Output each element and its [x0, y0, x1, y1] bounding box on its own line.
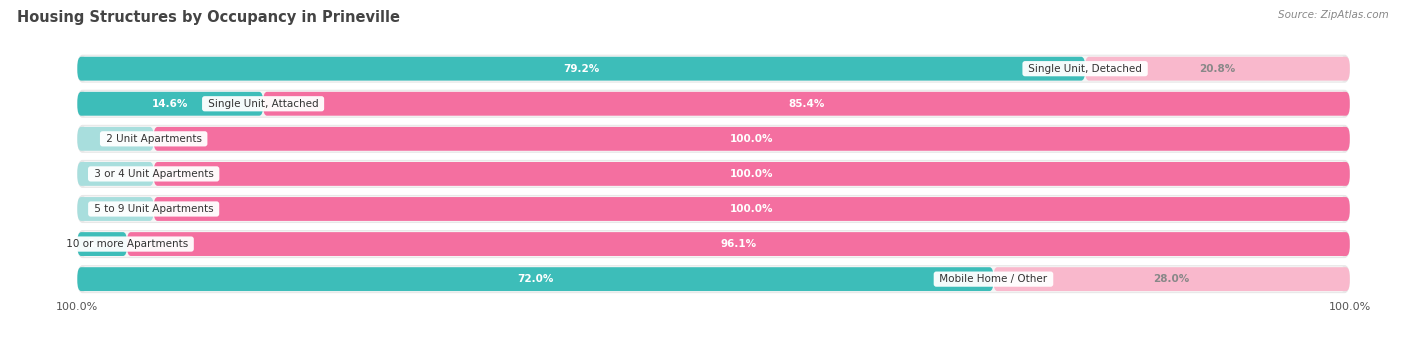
- FancyBboxPatch shape: [263, 92, 1350, 116]
- Text: 0.0%: 0.0%: [117, 134, 143, 144]
- FancyBboxPatch shape: [82, 91, 1346, 117]
- FancyBboxPatch shape: [82, 161, 1346, 187]
- FancyBboxPatch shape: [77, 127, 153, 151]
- FancyBboxPatch shape: [994, 267, 1350, 291]
- Text: 0.0%: 0.0%: [117, 169, 143, 179]
- FancyBboxPatch shape: [77, 90, 1350, 118]
- FancyBboxPatch shape: [77, 55, 1350, 83]
- FancyBboxPatch shape: [82, 56, 1346, 81]
- Text: 100.0%: 100.0%: [730, 134, 773, 144]
- Text: 85.4%: 85.4%: [789, 99, 825, 109]
- FancyBboxPatch shape: [1085, 57, 1350, 80]
- Text: Single Unit, Detached: Single Unit, Detached: [1025, 64, 1144, 74]
- FancyBboxPatch shape: [77, 265, 1350, 293]
- Text: 5 to 9 Unit Apartments: 5 to 9 Unit Apartments: [91, 204, 217, 214]
- Text: Single Unit, Attached: Single Unit, Attached: [205, 99, 322, 109]
- FancyBboxPatch shape: [77, 195, 1350, 223]
- Text: 3 or 4 Unit Apartments: 3 or 4 Unit Apartments: [90, 169, 217, 179]
- Text: 14.6%: 14.6%: [152, 99, 188, 109]
- FancyBboxPatch shape: [82, 196, 1346, 222]
- Text: 100.0%: 100.0%: [730, 204, 773, 214]
- FancyBboxPatch shape: [153, 127, 1350, 151]
- FancyBboxPatch shape: [77, 160, 1350, 188]
- Text: 3.9%: 3.9%: [87, 239, 117, 249]
- FancyBboxPatch shape: [77, 230, 1350, 258]
- Text: Source: ZipAtlas.com: Source: ZipAtlas.com: [1278, 10, 1389, 20]
- FancyBboxPatch shape: [153, 197, 1350, 221]
- Text: 96.1%: 96.1%: [720, 239, 756, 249]
- Text: 79.2%: 79.2%: [562, 64, 599, 74]
- Text: 72.0%: 72.0%: [517, 274, 554, 284]
- Text: 20.8%: 20.8%: [1199, 64, 1236, 74]
- Text: Mobile Home / Other: Mobile Home / Other: [936, 274, 1050, 284]
- FancyBboxPatch shape: [82, 266, 1346, 292]
- FancyBboxPatch shape: [77, 92, 263, 116]
- FancyBboxPatch shape: [153, 162, 1350, 186]
- FancyBboxPatch shape: [77, 232, 127, 256]
- Text: 10 or more Apartments: 10 or more Apartments: [63, 239, 191, 249]
- FancyBboxPatch shape: [82, 126, 1346, 152]
- Text: 2 Unit Apartments: 2 Unit Apartments: [103, 134, 205, 144]
- FancyBboxPatch shape: [77, 57, 1085, 80]
- FancyBboxPatch shape: [77, 267, 994, 291]
- FancyBboxPatch shape: [77, 125, 1350, 153]
- FancyBboxPatch shape: [82, 231, 1346, 257]
- FancyBboxPatch shape: [127, 232, 1350, 256]
- Text: Housing Structures by Occupancy in Prineville: Housing Structures by Occupancy in Prine…: [17, 10, 399, 25]
- FancyBboxPatch shape: [77, 197, 153, 221]
- Text: 28.0%: 28.0%: [1153, 274, 1189, 284]
- FancyBboxPatch shape: [77, 162, 153, 186]
- Text: 0.0%: 0.0%: [117, 204, 143, 214]
- Text: 100.0%: 100.0%: [730, 169, 773, 179]
